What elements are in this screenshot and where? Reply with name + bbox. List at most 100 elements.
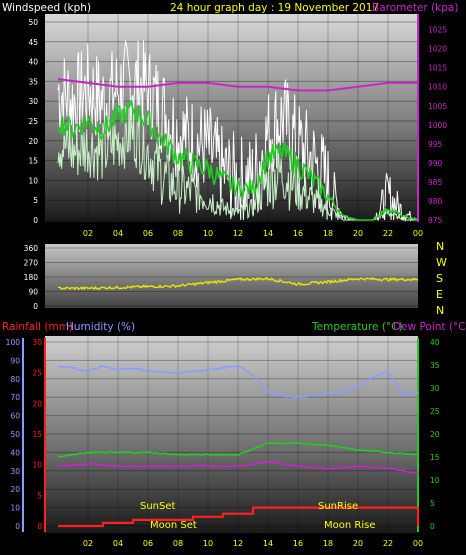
barometer-line <box>57 78 418 92</box>
humidity-y-tick: 80 <box>10 375 20 384</box>
wind-x-tick: 08 <box>173 229 183 238</box>
direction-y-tick: 360 <box>24 244 39 253</box>
compass-w: W <box>436 256 447 269</box>
barometer-y-tick: 1000 <box>428 121 447 130</box>
compass-e: E <box>436 288 443 301</box>
direction-y-tick: 270 <box>24 259 39 268</box>
barometer-y-tick: 985 <box>428 178 443 187</box>
rainfall-line <box>58 506 418 528</box>
wind-title: Windspeed (kph) <box>2 2 91 14</box>
rainfall-y-tick: 30 <box>32 338 42 347</box>
humidity-y-tick: 10 <box>10 504 20 513</box>
bottom-x-tick: 04 <box>113 539 123 548</box>
barometer-y-tick: 995 <box>428 140 443 149</box>
wind-x-tick: 04 <box>113 229 123 238</box>
bottom-x-tick: 16 <box>293 539 303 548</box>
temperature-y-tick: 5 <box>430 499 435 508</box>
rainfall-label: Rainfall (mm) <box>2 321 73 333</box>
humidity-y-tick: 20 <box>10 485 20 494</box>
rainfall-y-tick: 0 <box>37 522 42 531</box>
direction-series <box>57 276 419 291</box>
wind-y-tick: 0 <box>33 216 38 225</box>
rainfall-y-tick: 10 <box>32 461 42 470</box>
humidity-label: Humidity (%) <box>66 321 135 333</box>
humidity-y-tick: 30 <box>10 467 20 476</box>
compass-n-top: N <box>436 240 444 253</box>
bottom-x-tick: 20 <box>353 539 363 548</box>
wind-x-tick: 12 <box>233 229 243 238</box>
wind-y-tick: 5 <box>33 196 38 205</box>
humidity-y-tick: 40 <box>10 448 20 457</box>
wind-y-tick: 40 <box>28 58 38 67</box>
temperature-line <box>57 441 419 458</box>
wind-x-tick: 06 <box>143 229 153 238</box>
bottom-x-tick: 08 <box>173 539 183 548</box>
graph-date-title: 24 hour graph day : 19 November 2017 <box>170 2 379 14</box>
temperature-y-tick: 40 <box>430 338 440 347</box>
wind-x-tick: 22 <box>383 229 393 238</box>
temperature-y-tick: 35 <box>430 361 440 370</box>
direction-y-tick: 90 <box>28 288 38 297</box>
barometer-title: Barometer (kpa) <box>372 2 458 14</box>
bottom-x-tick: 00 <box>413 539 423 548</box>
wind-y-tick: 10 <box>28 176 38 185</box>
temperature-y-tick: 10 <box>430 476 440 485</box>
dewpoint-label: Dew Point (°C) <box>393 321 466 333</box>
temperature-y-tick: 20 <box>430 430 440 439</box>
humidity-y-tick: 100 <box>6 338 21 347</box>
moonset-label: Moon Set <box>150 520 197 531</box>
barometer-y-tick: 975 <box>428 216 443 225</box>
bottom-x-tick: 02 <box>83 539 93 548</box>
rainfall-y-tick: 20 <box>32 399 42 408</box>
rainfall-y-tick: 25 <box>32 369 42 378</box>
wind-y-tick: 15 <box>28 157 38 166</box>
rainfall-y-tick: 5 <box>37 491 42 500</box>
compass-n-bottom: N <box>436 304 444 317</box>
wind-y-tick: 45 <box>28 38 38 47</box>
temperature-y-tick: 30 <box>430 384 440 393</box>
rain-temp-series <box>57 364 420 528</box>
bottom-x-tick: 10 <box>203 539 213 548</box>
humidity-y-tick: 50 <box>10 430 20 439</box>
bottom-x-tick: 18 <box>323 539 333 548</box>
rain-temp-panel <box>45 336 418 533</box>
temperature-label: Temperature (°C) <box>311 321 403 333</box>
wind-y-tick: 50 <box>28 18 38 27</box>
bottom-x-tick: 14 <box>263 539 273 548</box>
direction-y-tick: 180 <box>24 273 39 282</box>
humidity-y-tick: 90 <box>10 356 20 365</box>
wind-x-tick: 16 <box>293 229 303 238</box>
wind-x-tick: 18 <box>323 229 333 238</box>
direction-panel <box>45 244 418 308</box>
barometer-y-tick: 1025 <box>428 26 447 35</box>
barometer-y-tick: 1015 <box>428 64 447 73</box>
humidity-line <box>57 364 419 399</box>
wind-y-tick: 20 <box>28 137 38 146</box>
wind-x-tick: 20 <box>353 229 363 238</box>
wind-x-tick: 02 <box>83 229 93 238</box>
humidity-y-tick: 0 <box>15 522 20 531</box>
wind-x-tick: 10 <box>203 229 213 238</box>
barometer-y-tick: 980 <box>428 197 443 206</box>
temperature-y-tick: 15 <box>430 453 440 462</box>
sunrise-label: SunRise <box>318 501 358 512</box>
humidity-y-tick: 60 <box>10 412 20 421</box>
bottom-x-tick: 06 <box>143 539 153 548</box>
dew-point-line <box>57 460 419 475</box>
wind-x-tick: 14 <box>263 229 273 238</box>
bottom-x-tick: 12 <box>233 539 243 548</box>
bottom-x-tick: 22 <box>383 539 393 548</box>
barometer-y-tick: 1010 <box>428 83 447 92</box>
moonrise-label: Moon Rise <box>324 520 375 531</box>
axes: 0510152025303540455097598098599099510001… <box>6 14 447 548</box>
compass-s: S <box>436 272 443 285</box>
barometer-y-tick: 1020 <box>428 45 447 54</box>
temperature-y-tick: 0 <box>430 522 435 531</box>
direction-y-tick: 0 <box>33 302 38 311</box>
compass-labels: N W S E N <box>436 240 447 317</box>
wind-y-tick: 35 <box>28 77 38 86</box>
wind-speed-green-line <box>57 99 419 221</box>
wind-x-tick: 00 <box>413 229 423 238</box>
barometer-y-tick: 990 <box>428 159 443 168</box>
